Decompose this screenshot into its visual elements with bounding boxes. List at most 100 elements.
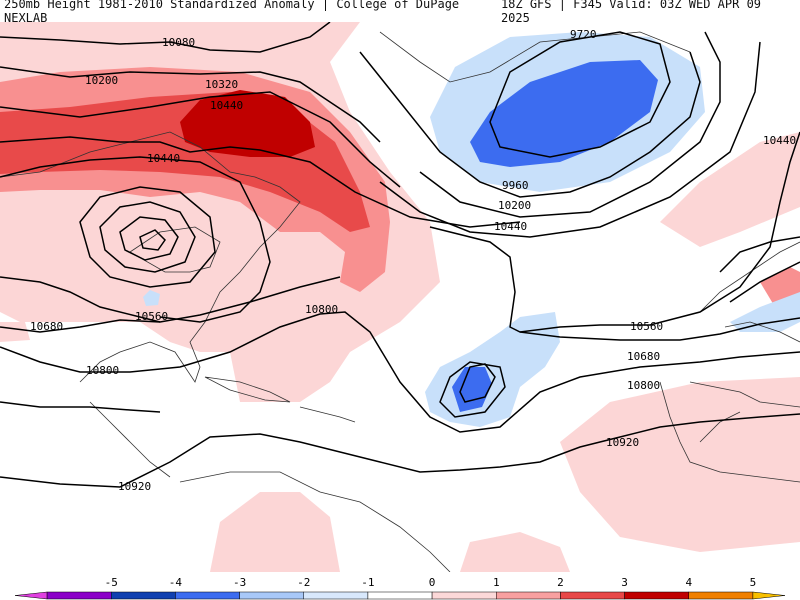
africa-coast (659, 381, 800, 483)
negative-anomaly-area (470, 60, 658, 167)
anomaly-shading (0, 22, 800, 572)
africa-border (699, 411, 741, 443)
contour-labels: 10080 10200 10320 10440 10440 10560 1068… (30, 28, 796, 493)
colorbar-tick-label: 3 (621, 576, 628, 589)
positive-anomaly-area (180, 90, 315, 157)
contour-label: 10440 (763, 134, 796, 147)
north-america-coast (129, 226, 221, 273)
contour-label: 10440 (210, 99, 243, 112)
contour-label: 10080 (162, 36, 195, 49)
cuba-coast (204, 376, 291, 403)
colorbar-tick-label: 2 (557, 576, 564, 589)
caribbean-coast (299, 406, 356, 423)
contour-line (0, 276, 161, 323)
contour-line (719, 236, 800, 273)
height-contours (0, 22, 800, 488)
contour-label: 10440 (147, 152, 180, 165)
contour-line (489, 31, 671, 158)
colorbar-swatch (496, 591, 561, 600)
colorbar-swatch (239, 591, 304, 600)
contour-line (419, 31, 721, 218)
contour-line (0, 22, 331, 53)
contour-label: 10440 (494, 220, 527, 233)
colorbar-swatch (111, 591, 176, 600)
anomaly-map: 10080 10200 10320 10440 10440 10560 1068… (0, 22, 800, 572)
contour-line (729, 261, 800, 303)
contour-line (0, 91, 401, 188)
colorbar-swatch (624, 591, 689, 600)
contour-line (0, 276, 341, 333)
positive-anomaly-area (210, 492, 340, 572)
colorbar-swatch (46, 591, 112, 600)
contour-line (119, 216, 179, 261)
iberia-coast (724, 321, 800, 343)
contour-line (439, 361, 506, 418)
colorbar-tick-labels: -5 -4 -3 -2 -1 0 1 2 3 4 5 (105, 576, 757, 589)
colorbar-swatch (14, 591, 48, 600)
contour-label: 10800 (305, 303, 338, 316)
contour-line (359, 51, 701, 198)
contour-line (79, 186, 216, 288)
contour-line (0, 401, 161, 413)
positive-anomaly-area (0, 322, 30, 342)
contour-label: 10800 (86, 364, 119, 377)
contour-label: 10320 (205, 78, 238, 91)
contour-line (519, 317, 800, 341)
contour-line (459, 363, 496, 403)
contour-label: 10680 (627, 350, 660, 363)
contour-label: 10200 (498, 199, 531, 212)
colorbar-tick-label: 1 (493, 576, 500, 589)
contour-label: 10560 (135, 310, 168, 323)
contour-line (0, 66, 381, 143)
model-valid-time: 18Z GFS | F345 Valid: 03Z WED APR 09 202… (500, 0, 762, 25)
colorbar-swatch (303, 591, 369, 600)
contour-label: 9960 (502, 179, 529, 192)
colorbar-tick-label: 5 (750, 576, 757, 589)
north-america-coast (0, 131, 301, 383)
contour-label: 9720 (570, 28, 597, 41)
anomaly-colorbar: -5 -4 -3 -2 -1 0 1 2 3 4 5 (14, 576, 786, 600)
colorbar-tick-label: -5 (105, 576, 118, 589)
contour-label: 10200 (85, 74, 118, 87)
contour-line (99, 201, 196, 273)
colorbar-tick-label: 0 (429, 576, 436, 589)
negative-anomaly-area (143, 290, 160, 306)
colorbar-swatch (688, 591, 754, 600)
contour-line (0, 413, 800, 488)
colorbar-swatch (560, 591, 625, 600)
negative-anomaly-area (730, 292, 800, 332)
colorbar-swatch (367, 591, 433, 600)
title-bar: 250mb Height 1981-2010 Standardized Anom… (0, 0, 800, 25)
positive-anomaly-area (660, 132, 800, 247)
south-america-coast (179, 471, 451, 572)
africa-border (689, 381, 800, 408)
coastlines (0, 31, 800, 572)
contour-label: 10680 (30, 320, 63, 333)
contour-line (139, 229, 166, 251)
contour-line (0, 136, 521, 228)
colorbar-swatches (14, 591, 786, 600)
colorbar-tick-label: -4 (169, 576, 183, 589)
contour-line (0, 156, 271, 323)
map-title: 250mb Height 1981-2010 Standardized Anom… (4, 0, 460, 25)
positive-anomaly-area (560, 377, 800, 552)
greenland-coast (379, 31, 691, 83)
contour-label: 10920 (118, 480, 151, 493)
central-america-coast (89, 401, 171, 478)
colorbar-tick-label: -3 (233, 576, 246, 589)
colorbar-swatch (752, 591, 786, 600)
colorbar-tick-label: 4 (685, 576, 692, 589)
contour-line (0, 311, 800, 433)
contour-label: 10560 (630, 320, 663, 333)
negative-anomaly-area (452, 367, 492, 412)
colorbar-swatch (175, 591, 240, 600)
colorbar-tick-label: -2 (297, 576, 310, 589)
contour-line (379, 41, 761, 238)
contour-line (429, 131, 800, 333)
contour-label: 10800 (627, 379, 660, 392)
colorbar-tick-label: -1 (361, 576, 374, 589)
colorbar-swatch (431, 591, 497, 600)
positive-anomaly-area (460, 532, 570, 572)
contour-label: 10920 (606, 436, 639, 449)
